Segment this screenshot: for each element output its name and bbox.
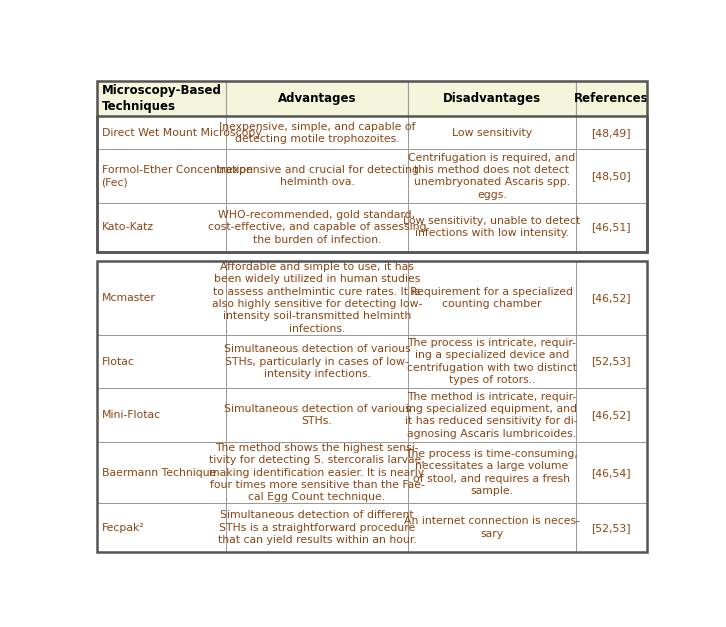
Bar xyxy=(227,82,408,116)
Text: Inexpensive and crucial for detecting
helminth ova.: Inexpensive and crucial for detecting he… xyxy=(216,165,418,187)
Bar xyxy=(227,442,408,503)
Text: Requirement for a specialized
counting chamber: Requirement for a specialized counting c… xyxy=(410,287,574,309)
Text: Disadvantages: Disadvantages xyxy=(443,92,541,105)
Text: Mcmaster: Mcmaster xyxy=(102,293,155,303)
Text: Simultaneous detection of different
STHs is a straightforward procedure
that can: Simultaneous detection of different STHs… xyxy=(218,510,417,545)
Bar xyxy=(408,442,576,503)
Text: [48,50]: [48,50] xyxy=(592,171,632,181)
Bar xyxy=(408,503,576,552)
Bar xyxy=(97,503,227,552)
Text: [46,52]: [46,52] xyxy=(592,293,631,303)
Text: An internet connection is neces-
sary: An internet connection is neces- sary xyxy=(404,517,580,539)
Text: Low sensitivity, unable to detect
infections with low intensity.: Low sensitivity, unable to detect infect… xyxy=(403,216,580,238)
Bar xyxy=(97,203,227,251)
Text: Centrifugation is required, and
this method does not detect
unembryonated Ascari: Centrifugation is required, and this met… xyxy=(408,152,576,200)
Bar xyxy=(408,149,576,203)
Text: Low sensitivity: Low sensitivity xyxy=(452,128,532,138)
Text: Inexpensive, simple, and capable of
detecting motile trophozoites.: Inexpensive, simple, and capable of dete… xyxy=(219,122,415,144)
Text: The method shows the highest sensi-
tivity for detecting S. stercoralis larvae,
: The method shows the highest sensi- tivi… xyxy=(209,443,425,502)
Text: The method is intricate, requir-
ing specialized equipment, and
it has reduced s: The method is intricate, requir- ing spe… xyxy=(405,392,578,439)
Text: Advantages: Advantages xyxy=(278,92,356,105)
Bar xyxy=(576,149,647,203)
Bar xyxy=(408,388,576,442)
Text: Simultaneous detection of various
STHs.: Simultaneous detection of various STHs. xyxy=(224,404,410,426)
Bar xyxy=(227,388,408,442)
Text: The process is time-consuming,
necessitates a large volume
of stool, and require: The process is time-consuming, necessita… xyxy=(405,449,578,497)
Bar xyxy=(97,335,227,388)
Text: Affordable and simple to use, it has
been widely utilized in human studies
to as: Affordable and simple to use, it has bee… xyxy=(212,261,423,334)
Bar xyxy=(576,335,647,388)
Bar xyxy=(97,261,227,335)
Text: Direct Wet Mount Microscopy: Direct Wet Mount Microscopy xyxy=(102,128,261,138)
Bar xyxy=(408,335,576,388)
Text: Baermann Technique: Baermann Technique xyxy=(102,468,216,478)
Text: [46,52]: [46,52] xyxy=(592,410,631,420)
Text: Formol-Ether Concentration
(Fec): Formol-Ether Concentration (Fec) xyxy=(102,165,253,187)
Text: [48,49]: [48,49] xyxy=(592,128,631,138)
Text: The process is intricate, requir-
ing a specialized device and
centrifugation wi: The process is intricate, requir- ing a … xyxy=(407,338,576,385)
Bar xyxy=(576,116,647,149)
Text: [52,53]: [52,53] xyxy=(592,357,631,367)
Bar xyxy=(97,82,647,251)
Bar xyxy=(227,203,408,251)
Bar xyxy=(97,82,227,116)
Bar xyxy=(576,388,647,442)
Bar xyxy=(97,149,227,203)
Bar xyxy=(97,116,227,149)
Text: Mini-Flotac: Mini-Flotac xyxy=(102,410,160,420)
Bar xyxy=(97,261,647,552)
Bar xyxy=(576,503,647,552)
Text: Flotac: Flotac xyxy=(102,357,134,367)
Text: References: References xyxy=(574,92,649,105)
Bar xyxy=(97,116,647,251)
Bar xyxy=(227,261,408,335)
Bar xyxy=(408,116,576,149)
Bar xyxy=(227,503,408,552)
Bar xyxy=(97,388,227,442)
Bar xyxy=(97,442,227,503)
Text: Microscopy-Based
Techniques: Microscopy-Based Techniques xyxy=(102,84,221,113)
Bar xyxy=(408,261,576,335)
Text: WHO-recommended, gold standard,
cost-effective, and capable of assessing
the bur: WHO-recommended, gold standard, cost-eff… xyxy=(208,210,426,245)
Bar xyxy=(408,82,576,116)
Text: Fecpak²: Fecpak² xyxy=(102,523,144,532)
Text: [46,51]: [46,51] xyxy=(592,222,631,232)
Text: [52,53]: [52,53] xyxy=(592,523,631,532)
Text: Simultaneous detection of various
STHs, particularly in cases of low-
intensity : Simultaneous detection of various STHs, … xyxy=(224,344,410,379)
Bar xyxy=(227,335,408,388)
Bar xyxy=(576,261,647,335)
Bar xyxy=(576,442,647,503)
Text: Kato-Katz: Kato-Katz xyxy=(102,222,154,232)
Bar xyxy=(576,203,647,251)
Bar xyxy=(227,149,408,203)
Text: [46,54]: [46,54] xyxy=(592,468,631,478)
Bar xyxy=(408,203,576,251)
Bar xyxy=(576,82,647,116)
Bar xyxy=(227,116,408,149)
